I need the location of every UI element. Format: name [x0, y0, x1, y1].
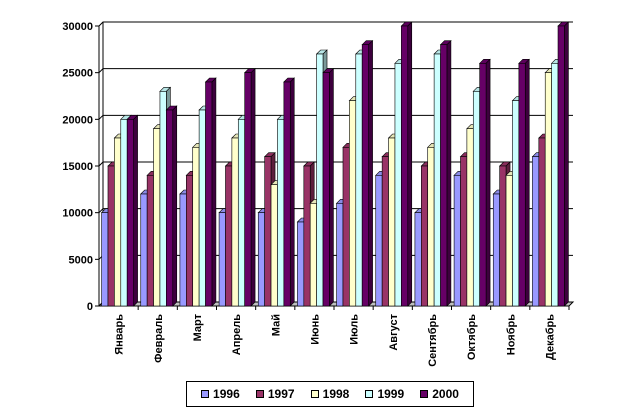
legend-label: 1998 — [322, 387, 350, 401]
bar-2000-10 — [478, 58, 491, 307]
legend-item-1996: 1996 — [201, 387, 240, 401]
bar-2000-3 — [204, 77, 217, 307]
x-category-label: Декабрь — [544, 314, 556, 360]
y-tick-label: 25000 — [62, 68, 93, 80]
x-category-label: Ноябрь — [505, 314, 517, 355]
x-category-label: Сентябрь — [427, 314, 439, 367]
x-category-label: Июль — [349, 314, 361, 345]
y-tick-label: 30000 — [62, 21, 93, 33]
x-category-label: Май — [270, 314, 282, 336]
x-category-label: Январь — [114, 314, 126, 355]
bar-2000-9 — [439, 39, 452, 307]
x-category-label: Март — [192, 313, 204, 341]
legend-swatch — [420, 390, 429, 398]
legend-label: 1997 — [267, 387, 295, 401]
x-category-label: Апрель — [231, 314, 243, 355]
y-tick-label: 15000 — [62, 161, 93, 173]
y-tick-label: 10000 — [62, 208, 93, 220]
bar-2000-11 — [518, 58, 530, 307]
x-category-label: Август — [388, 313, 400, 350]
gridline — [98, 21, 573, 27]
y-tick-label: 0 — [87, 301, 93, 313]
legend-swatch — [365, 390, 374, 398]
legend-swatch — [310, 390, 319, 398]
bar-2000-6 — [322, 67, 335, 307]
legend-swatch — [255, 390, 264, 398]
bar-2000-2 — [165, 105, 178, 307]
y-tick-label: 20000 — [62, 114, 93, 126]
bar-2000-4 — [243, 67, 256, 307]
bars — [100, 21, 570, 307]
bar-2000-5 — [283, 77, 295, 307]
x-axis-category-labels: Январь Февраль Март Апрель Май Июнь Июль Август… — [114, 313, 557, 366]
legend-label: 1996 — [213, 387, 240, 401]
legend-item-1999: 1999 — [365, 387, 404, 401]
bar-2000-12 — [557, 21, 570, 307]
legend: 1996 1997 1998 1999 2000 — [186, 381, 474, 407]
x-category-label: Февраль — [153, 314, 165, 363]
bar-2000-1 — [126, 114, 139, 307]
x-category-label: Июнь — [309, 314, 321, 345]
legend-item-1998: 1998 — [310, 387, 350, 401]
gridline — [98, 68, 573, 74]
bar-2000-8 — [400, 21, 413, 307]
legend-item-1997: 1997 — [255, 387, 295, 401]
legend-swatch — [201, 390, 210, 398]
x-category-label: Октябрь — [466, 314, 478, 360]
y-axis-tick-labels: 0 5000 10000 15000 20000 25000 30000 — [62, 21, 93, 313]
legend-label: 1999 — [377, 387, 405, 401]
legend-label: 2000 — [432, 387, 459, 401]
legend-item-2000: 2000 — [420, 387, 459, 401]
y-tick-label: 5000 — [69, 254, 93, 266]
bar-2000-7 — [361, 39, 374, 307]
